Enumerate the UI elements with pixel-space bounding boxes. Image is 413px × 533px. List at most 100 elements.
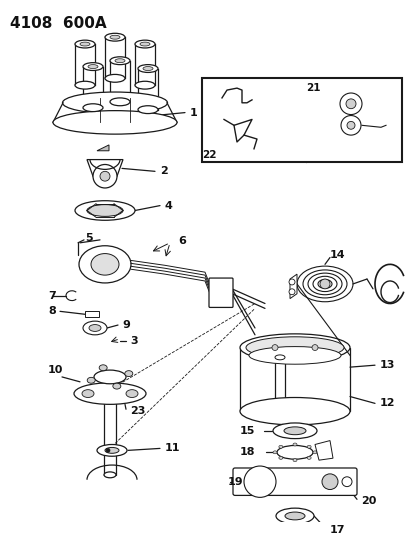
Ellipse shape bbox=[110, 57, 130, 64]
Ellipse shape bbox=[248, 346, 340, 364]
Text: 4108  600A: 4108 600A bbox=[10, 15, 107, 31]
Text: 5: 5 bbox=[85, 233, 93, 243]
Text: 2: 2 bbox=[159, 166, 167, 176]
Text: 11: 11 bbox=[165, 443, 180, 454]
Text: 19: 19 bbox=[228, 477, 243, 487]
Ellipse shape bbox=[113, 383, 121, 389]
Text: 6: 6 bbox=[178, 236, 185, 246]
Bar bbox=[85, 311, 99, 317]
Text: 17: 17 bbox=[329, 524, 345, 533]
Circle shape bbox=[311, 345, 317, 351]
Circle shape bbox=[339, 93, 361, 115]
Ellipse shape bbox=[272, 423, 316, 439]
Circle shape bbox=[319, 279, 329, 289]
Ellipse shape bbox=[292, 443, 296, 446]
Text: 8: 8 bbox=[48, 306, 56, 317]
Ellipse shape bbox=[88, 64, 98, 69]
Text: 3: 3 bbox=[130, 336, 137, 346]
Polygon shape bbox=[289, 274, 296, 298]
Ellipse shape bbox=[62, 92, 167, 114]
Circle shape bbox=[288, 279, 294, 285]
Circle shape bbox=[340, 116, 360, 135]
Ellipse shape bbox=[138, 106, 158, 114]
Ellipse shape bbox=[75, 81, 95, 89]
Ellipse shape bbox=[105, 75, 125, 82]
Ellipse shape bbox=[87, 377, 95, 383]
Text: 14: 14 bbox=[329, 249, 345, 260]
Text: 1: 1 bbox=[190, 108, 197, 118]
Text: 9: 9 bbox=[122, 320, 130, 330]
Text: 23: 23 bbox=[130, 406, 145, 416]
Ellipse shape bbox=[105, 33, 125, 41]
Ellipse shape bbox=[79, 246, 131, 283]
Polygon shape bbox=[314, 441, 332, 460]
Text: 22: 22 bbox=[202, 150, 216, 160]
Ellipse shape bbox=[140, 42, 150, 46]
Ellipse shape bbox=[97, 445, 127, 456]
Circle shape bbox=[93, 165, 117, 188]
Ellipse shape bbox=[110, 98, 130, 106]
Ellipse shape bbox=[312, 451, 316, 454]
Ellipse shape bbox=[80, 42, 90, 46]
Ellipse shape bbox=[306, 445, 311, 448]
Ellipse shape bbox=[91, 254, 119, 275]
Circle shape bbox=[271, 345, 277, 351]
Circle shape bbox=[100, 171, 110, 181]
Ellipse shape bbox=[75, 201, 135, 220]
Ellipse shape bbox=[275, 508, 313, 524]
Ellipse shape bbox=[87, 205, 123, 216]
Circle shape bbox=[106, 448, 110, 453]
Ellipse shape bbox=[272, 451, 276, 454]
Bar bbox=[202, 78, 401, 161]
Ellipse shape bbox=[278, 445, 282, 448]
Text: 15: 15 bbox=[240, 426, 255, 436]
Ellipse shape bbox=[142, 67, 153, 70]
Ellipse shape bbox=[104, 472, 116, 478]
Circle shape bbox=[288, 289, 294, 295]
Ellipse shape bbox=[115, 59, 125, 63]
Ellipse shape bbox=[74, 383, 146, 405]
Ellipse shape bbox=[274, 355, 284, 360]
Ellipse shape bbox=[135, 81, 154, 89]
Ellipse shape bbox=[110, 35, 120, 39]
Text: 20: 20 bbox=[360, 496, 375, 506]
Ellipse shape bbox=[276, 446, 312, 459]
Ellipse shape bbox=[283, 427, 305, 435]
Circle shape bbox=[243, 466, 275, 497]
Text: 4: 4 bbox=[165, 200, 173, 211]
Ellipse shape bbox=[126, 390, 138, 398]
Ellipse shape bbox=[278, 456, 282, 459]
Circle shape bbox=[345, 99, 355, 109]
Ellipse shape bbox=[94, 370, 126, 384]
Ellipse shape bbox=[240, 334, 349, 361]
Ellipse shape bbox=[99, 365, 107, 370]
Ellipse shape bbox=[135, 40, 154, 48]
Ellipse shape bbox=[53, 111, 177, 134]
FancyBboxPatch shape bbox=[233, 468, 356, 495]
Ellipse shape bbox=[292, 459, 296, 462]
Ellipse shape bbox=[83, 104, 103, 111]
FancyBboxPatch shape bbox=[209, 278, 233, 308]
Ellipse shape bbox=[284, 512, 304, 520]
Polygon shape bbox=[97, 145, 109, 151]
Ellipse shape bbox=[240, 398, 349, 425]
Text: 7: 7 bbox=[48, 290, 56, 301]
Circle shape bbox=[321, 474, 337, 489]
Ellipse shape bbox=[138, 64, 158, 72]
Text: 10: 10 bbox=[48, 365, 63, 375]
Ellipse shape bbox=[83, 63, 103, 70]
Ellipse shape bbox=[83, 321, 107, 335]
Text: 12: 12 bbox=[379, 398, 394, 408]
Ellipse shape bbox=[105, 447, 119, 453]
Text: 13: 13 bbox=[379, 360, 394, 370]
Ellipse shape bbox=[306, 456, 311, 459]
Polygon shape bbox=[87, 159, 123, 176]
Circle shape bbox=[341, 477, 351, 487]
Ellipse shape bbox=[245, 337, 343, 358]
Ellipse shape bbox=[124, 370, 133, 376]
Ellipse shape bbox=[82, 390, 94, 398]
Circle shape bbox=[346, 122, 354, 129]
Text: 21: 21 bbox=[306, 83, 320, 93]
Text: 18: 18 bbox=[240, 447, 255, 457]
Ellipse shape bbox=[89, 325, 101, 332]
